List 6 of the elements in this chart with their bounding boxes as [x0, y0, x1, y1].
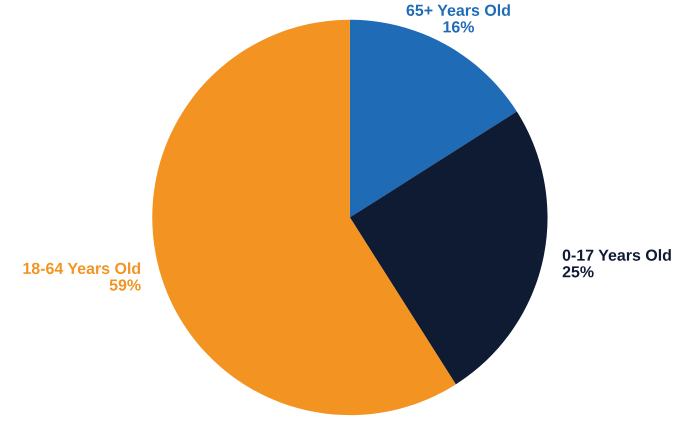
- slice-label: 65+ Years Old: [406, 4, 510, 16]
- slice-label: 18-64 Years Old: [23, 262, 140, 274]
- data-label: 59%: [110, 279, 141, 291]
- data-label: 25%: [562, 266, 594, 278]
- data-label: 16%: [443, 21, 474, 33]
- slice-label: 0-17 Years Old: [562, 249, 671, 261]
